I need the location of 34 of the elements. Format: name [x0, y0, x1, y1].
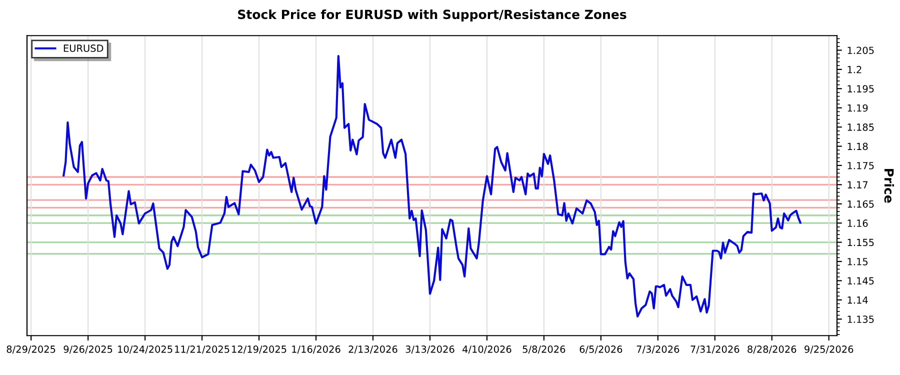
y-tick-label: 1.185: [848, 124, 874, 131]
x-tick-label: 7/31/2026: [690, 346, 740, 354]
y-tick-label: 1.19: [848, 104, 868, 112]
legend-label: EURUSD: [64, 44, 104, 52]
x-tick-label: 9/26/2025: [64, 346, 112, 354]
x-tick-label: 2/13/2026: [348, 346, 398, 354]
x-tick-label: 8/29/2025: [6, 346, 56, 354]
y-tick-label: 1.155: [848, 238, 874, 246]
y-axis-title: Price: [884, 169, 894, 203]
line-series: [62, 54, 802, 318]
x-tick-label: 11/21/2025: [175, 346, 230, 354]
chart-title: Stock Price for EURUSD with Support/Resistance Zones: [238, 9, 626, 22]
y-tick-label: 1.17: [848, 181, 868, 188]
x-tick-label: 7/3/2026: [636, 346, 680, 354]
y-tick-label: 1.135: [848, 316, 874, 323]
y-tick-label: 1.195: [848, 85, 874, 92]
y-tick-label: 1.14: [848, 296, 868, 304]
y-tick-label: 1.165: [848, 200, 874, 208]
y-tick-label: 1.16: [848, 220, 868, 227]
y-tick-label: 1.205: [848, 46, 874, 54]
x-tick-label: 6/5/2026: [580, 346, 622, 354]
x-tick-label: 10/24/2025: [118, 346, 172, 354]
x-tick-label: 9/25/2026: [804, 346, 854, 354]
x-tick-label: 4/10/2026: [462, 346, 512, 354]
y-tick-label: 1.145: [848, 277, 874, 285]
x-tick-label: 1/16/2026: [292, 346, 340, 354]
y-tick-label: 1.18: [848, 142, 868, 150]
y-tick-label: 1.2: [848, 66, 862, 74]
x-tick-label: 8/28/2026: [748, 346, 796, 354]
x-tick-label: 5/8/2026: [522, 346, 566, 354]
x-tick-label: 3/13/2026: [406, 346, 454, 354]
y-tick-label: 1.175: [848, 162, 874, 170]
y-tick-label: 1.15: [848, 258, 868, 266]
x-tick-label: 12/19/2025: [232, 346, 286, 354]
